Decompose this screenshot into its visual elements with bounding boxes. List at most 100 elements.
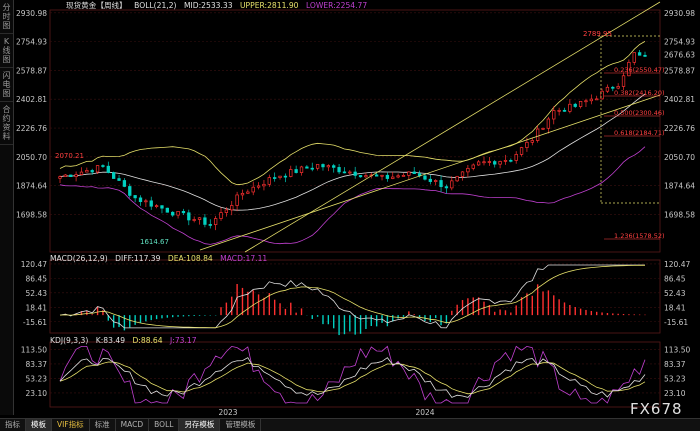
candle-body: [58, 176, 62, 179]
price-axis-label-right: 1874.64: [664, 182, 695, 191]
candle-body: [90, 170, 94, 173]
tab-timeshare[interactable]: 分时图: [0, 0, 13, 34]
macd-axis-label: 52.43: [26, 289, 48, 298]
price-axis-label: 1874.64: [16, 182, 47, 191]
price-axis-label-right: 1698.58: [664, 210, 695, 219]
candle-body: [160, 205, 164, 209]
candle-body: [262, 183, 266, 187]
candle-body: [208, 224, 212, 226]
kdj-header: KDJ(9,3,3) K:83.49 D:88.64 J:73.17: [50, 336, 202, 346]
candle-body: [192, 219, 196, 221]
price-axis-label: 2930.98: [16, 9, 47, 18]
macd-axis-label: 120.47: [21, 260, 47, 269]
candle-body: [278, 175, 282, 178]
candle-body: [434, 180, 438, 182]
manage-template-button[interactable]: 管理模板: [220, 419, 262, 431]
candle-body: [546, 118, 551, 129]
kdj-axis-label-right: 83.37: [664, 360, 686, 369]
candle-body: [530, 140, 534, 143]
candle-body: [305, 166, 309, 169]
kdj-axis-label-right: 53.23: [664, 374, 686, 383]
candle-body: [568, 103, 572, 112]
candle-body: [69, 174, 73, 178]
macd-header: MACD(26,12,9) DIFF:117.39 DEA:108.84 MAC…: [50, 254, 272, 264]
tab-kline[interactable]: K线图: [0, 34, 13, 68]
candle-body: [101, 165, 105, 167]
tab-boll[interactable]: BOLL: [149, 419, 180, 431]
candle-body: [299, 166, 304, 173]
candle-body: [310, 167, 314, 170]
tab-standard[interactable]: 标准: [90, 419, 116, 431]
candle-body: [273, 177, 277, 179]
candle-body: [289, 169, 293, 177]
candle-body: [589, 98, 593, 102]
candle-body: [358, 175, 363, 178]
kdj-k-value: K:83.49: [95, 336, 126, 345]
price-axis-label: 2226.76: [16, 124, 47, 133]
macd-diff-value: DIFF:117.39: [115, 254, 161, 263]
candle-body: [385, 174, 390, 179]
price-axis-label: 2754.93: [16, 38, 47, 47]
macd-axis-label-right: 52.43: [664, 289, 686, 298]
fib-level-label: 0.236(2550.47): [614, 66, 665, 74]
tab-macd[interactable]: MACD: [116, 419, 150, 431]
tab-flash[interactable]: 闪电图: [0, 68, 13, 102]
candle-body: [578, 100, 583, 107]
candle-body: [251, 186, 255, 193]
candle-body: [246, 191, 250, 194]
fib-level-label: 0.382(2416.20): [614, 89, 665, 97]
candle-body: [487, 161, 492, 163]
main-header: 现货黄金【周线】 BOLL(21,2) MID:2533.33 UPPER:28…: [66, 1, 372, 11]
candle-body: [412, 171, 416, 174]
tab-contract-info[interactable]: 合约资料: [0, 102, 13, 145]
macd-label: MACD(26,12,9): [50, 254, 108, 263]
candle-body: [154, 205, 159, 207]
prior-high-annotation: 2070.21: [55, 152, 84, 160]
candle-body: [380, 174, 384, 177]
candle-body: [375, 174, 379, 177]
year-label: 2024: [415, 408, 434, 417]
candle-body: [63, 174, 68, 178]
candle-body: [482, 161, 486, 164]
candle-body: [498, 161, 502, 165]
candle-body: [460, 171, 465, 177]
macd-axis-label: 18.41: [26, 303, 48, 312]
boll-mid-value: MID:2533.33: [183, 1, 233, 10]
candle-body: [165, 207, 169, 213]
candle-body: [138, 197, 143, 202]
boll-lower-value: LOWER:2254.77: [305, 1, 368, 10]
price-axis-label-right: 2402.81: [664, 95, 695, 104]
candle-body: [493, 161, 497, 165]
fib-level-label: 0.618(2184.71): [614, 129, 665, 137]
kdj-j-line: [59, 345, 646, 404]
candle-body: [294, 169, 298, 173]
candle-body: [321, 164, 325, 168]
candle-body: [525, 141, 529, 148]
tab-indicator[interactable]: 指标: [0, 419, 26, 431]
candle-body: [536, 128, 540, 141]
candle-body: [595, 98, 599, 101]
tab-template[interactable]: 模板: [26, 419, 52, 431]
macd-axis-label: 86.45: [26, 274, 48, 283]
tab-vif-indicator[interactable]: VIF指标: [52, 419, 90, 431]
macd-axis-label-right: 18.41: [664, 303, 686, 312]
kdj-k-line: [59, 357, 646, 398]
price-axis-label-right: 2050.70: [664, 153, 695, 162]
save-template-button[interactable]: 另存模板: [179, 419, 221, 431]
candle-body: [187, 212, 191, 221]
candle-body: [171, 211, 175, 216]
high-annotation: 2789.95: [583, 30, 612, 38]
candle-body: [444, 186, 449, 189]
candle-body: [95, 165, 100, 173]
candle-body: [466, 167, 470, 173]
macd-axis-label-right: 120.47: [664, 260, 690, 269]
boll-mid-line: [59, 93, 646, 211]
candle-body: [541, 127, 545, 130]
candle-body: [79, 171, 84, 175]
panel-frame-2: [49, 341, 661, 408]
panel-frame-0: [49, 9, 661, 253]
candle-body: [476, 161, 481, 166]
candle-body: [439, 180, 443, 187]
